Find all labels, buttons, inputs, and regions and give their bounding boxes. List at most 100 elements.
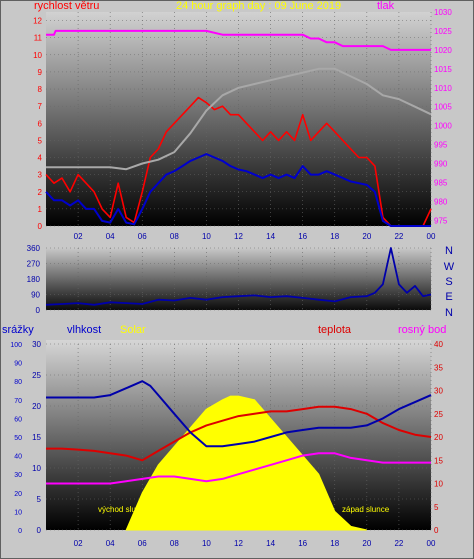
wind-speed-tick: 1	[38, 205, 43, 214]
wind-speed-tick: 6	[38, 119, 43, 128]
time-tick: 10	[202, 539, 211, 548]
time-tick: 14	[266, 539, 275, 548]
wind-direction-axis: 0 90 180 270 360	[27, 244, 41, 315]
temperature-tick: 30	[434, 387, 443, 396]
direction-tick: 180	[27, 275, 41, 284]
compass-e: E	[445, 291, 452, 303]
humidity-tick: 5	[37, 495, 42, 504]
pressure-tick: 985	[434, 178, 448, 187]
pressure-tick: 1020	[434, 46, 452, 55]
compass-s: S	[445, 276, 452, 288]
temperature-tick: 5	[434, 503, 439, 512]
wind-speed-tick: 0	[38, 222, 43, 231]
time-tick: 16	[298, 539, 307, 548]
temperature-tick: 25	[434, 410, 443, 419]
time-tick: 04	[106, 539, 115, 548]
direction-tick: 270	[27, 260, 41, 269]
precipitation-tick: 50	[14, 435, 22, 442]
wind-speed-tick: 9	[38, 68, 43, 77]
pressure-tick: 980	[434, 197, 448, 206]
series-humidity	[46, 380, 432, 448]
temperature-tick: 0	[434, 526, 439, 535]
temperature-series	[46, 380, 432, 531]
time-tick: 06	[138, 539, 147, 548]
precipitation-axis: 0 10 20 30 40 50 60 70 80 90 100	[10, 342, 22, 535]
time-tick: 08	[170, 232, 179, 241]
temperature-tick: 20	[434, 433, 443, 442]
sunrise-label: východ slu	[98, 505, 136, 514]
series-pressure	[46, 29, 431, 51]
wind-speed-tick: 7	[38, 102, 43, 111]
precipitation-tick: 70	[14, 398, 22, 405]
series-direction	[45, 247, 432, 306]
wind-speed-tick: 8	[38, 85, 43, 94]
pressure-tick: 1025	[434, 27, 452, 36]
precipitation-tick: 20	[14, 491, 22, 498]
humidity-tick: 20	[32, 402, 41, 411]
temperature-tick: 35	[434, 363, 443, 372]
temperature-tick: 40	[434, 340, 443, 349]
solar-label: Solar	[120, 324, 146, 336]
wind-direction-series	[45, 247, 432, 306]
time-tick: 12	[234, 232, 243, 241]
pressure-tick: 1005	[434, 103, 452, 112]
time-tick: 04	[106, 232, 115, 241]
pressure-axis: 975 980 985 990 995 1000 1005 1010 1015 1020 1025 1…	[434, 8, 452, 225]
humidity-label: vlhkost	[67, 324, 102, 336]
wind-speed-tick: 11	[34, 34, 43, 43]
direction-tick: 0	[36, 306, 41, 315]
time-tick: 06	[138, 232, 147, 241]
precipitation-tick: 90	[14, 361, 22, 368]
time-tick: 18	[330, 539, 339, 548]
time-tick: 18	[330, 232, 339, 241]
wind-pressure-series	[45, 29, 432, 227]
precipitation-tick: 0	[18, 528, 22, 535]
pressure-tick: 1000	[434, 122, 452, 131]
pressure-tick: 990	[434, 160, 448, 169]
time-tick: 14	[266, 232, 275, 241]
time-tick: 00	[427, 232, 436, 241]
time-tick: 02	[74, 232, 83, 241]
humidity-tick: 0	[37, 526, 42, 535]
series-wind_avg	[45, 153, 431, 227]
temperature-tick: 10	[434, 480, 443, 489]
humidity-tick: 15	[32, 433, 41, 442]
series-solar	[125, 395, 367, 531]
wind-direction-grid	[46, 247, 432, 311]
precipitation-label: srážky	[2, 324, 34, 336]
time-tick: 12	[234, 539, 243, 548]
pressure-label: tlak	[377, 0, 395, 12]
temperature-time-axis: 02 04 06 08 10 12 14 16 18 20 22 00	[74, 539, 436, 548]
time-tick: 22	[394, 539, 403, 548]
precipitation-tick: 30	[14, 472, 22, 479]
time-tick: 00	[427, 539, 436, 548]
wind-speed-tick: 10	[33, 51, 42, 60]
pressure-tick: 1015	[434, 65, 452, 74]
pressure-tick: 995	[434, 141, 448, 150]
precipitation-tick: 10	[14, 509, 22, 516]
precipitation-tick: 100	[10, 342, 22, 349]
temperature-tick: 15	[434, 456, 443, 465]
series-pressure_trace	[46, 67, 432, 171]
humidity-tick: 30	[32, 340, 41, 349]
compass-w: W	[444, 261, 455, 273]
precipitation-tick: 40	[14, 454, 22, 461]
wind-pressure-plot-area	[46, 12, 431, 226]
pressure-tick: 1010	[434, 84, 452, 93]
series-dew_point	[46, 452, 431, 485]
wind-speed-tick: 3	[38, 171, 43, 180]
dew-point-label: rosný bod	[398, 324, 447, 336]
compass-n: N	[445, 307, 453, 319]
pressure-tick: 1030	[434, 8, 452, 17]
time-tick: 22	[394, 232, 403, 241]
time-tick: 02	[74, 539, 83, 548]
humidity-axis: 0 5 10 15 20 25 30	[32, 340, 41, 535]
temperature-axis: 0 5 10 15 20 25 30 35 40	[434, 340, 443, 535]
sun-annotations: východ slu západ slunce	[98, 505, 390, 514]
humidity-tick: 25	[32, 371, 41, 380]
temperature-label: teplota	[318, 324, 352, 336]
time-tick: 20	[362, 539, 371, 548]
